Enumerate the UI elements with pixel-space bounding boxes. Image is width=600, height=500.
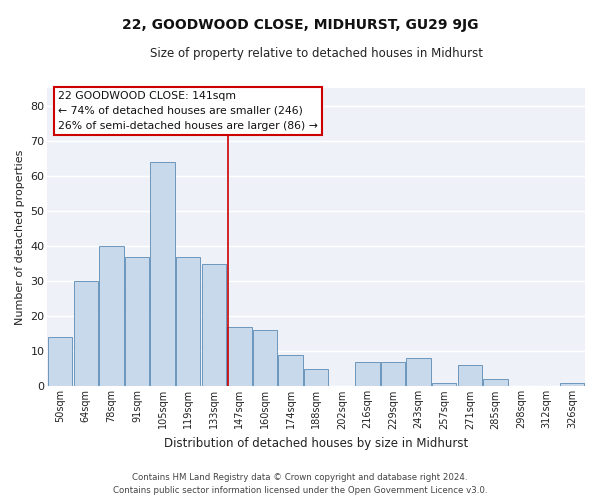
- Bar: [74, 281, 98, 386]
- Bar: [253, 330, 277, 386]
- X-axis label: Distribution of detached houses by size in Midhurst: Distribution of detached houses by size …: [164, 437, 469, 450]
- Bar: [125, 256, 149, 386]
- Bar: [227, 326, 251, 386]
- Bar: [48, 338, 73, 386]
- Bar: [406, 358, 431, 386]
- Bar: [202, 264, 226, 386]
- Bar: [304, 369, 328, 386]
- Text: 22 GOODWOOD CLOSE: 141sqm
← 74% of detached houses are smaller (246)
26% of semi: 22 GOODWOOD CLOSE: 141sqm ← 74% of detac…: [58, 91, 318, 130]
- Bar: [99, 246, 124, 386]
- Bar: [483, 380, 508, 386]
- Bar: [278, 355, 303, 386]
- Title: Size of property relative to detached houses in Midhurst: Size of property relative to detached ho…: [150, 48, 483, 60]
- Text: Contains HM Land Registry data © Crown copyright and database right 2024.
Contai: Contains HM Land Registry data © Crown c…: [113, 474, 487, 495]
- Bar: [458, 366, 482, 386]
- Bar: [560, 383, 584, 386]
- Bar: [176, 256, 200, 386]
- Text: 22, GOODWOOD CLOSE, MIDHURST, GU29 9JG: 22, GOODWOOD CLOSE, MIDHURST, GU29 9JG: [122, 18, 478, 32]
- Y-axis label: Number of detached properties: Number of detached properties: [15, 150, 25, 325]
- Bar: [355, 362, 380, 386]
- Bar: [151, 162, 175, 386]
- Bar: [432, 383, 457, 386]
- Bar: [381, 362, 405, 386]
